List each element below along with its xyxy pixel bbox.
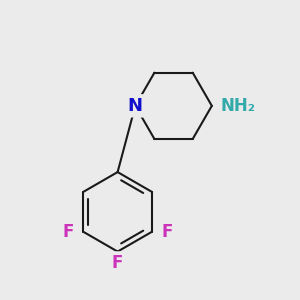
Text: F: F: [62, 223, 74, 241]
Text: F: F: [112, 254, 123, 272]
Text: NH₂: NH₂: [221, 97, 256, 115]
Text: F: F: [161, 223, 173, 241]
Text: N: N: [128, 97, 143, 115]
